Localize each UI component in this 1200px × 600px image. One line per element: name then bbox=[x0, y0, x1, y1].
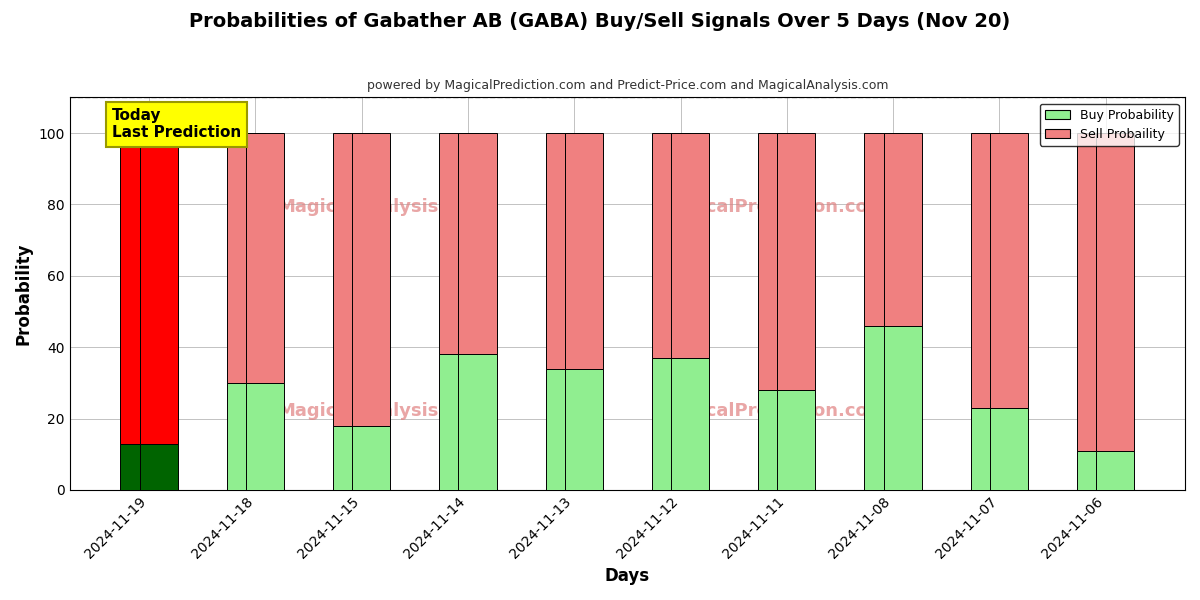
Bar bbox=[139, 133, 178, 443]
Bar bbox=[565, 133, 602, 368]
Bar bbox=[352, 425, 390, 490]
Bar bbox=[120, 133, 158, 443]
Bar bbox=[864, 326, 902, 490]
Bar bbox=[458, 355, 497, 490]
Bar bbox=[1076, 451, 1115, 490]
Text: MagicalAnalysis.com: MagicalAnalysis.com bbox=[277, 198, 487, 216]
Bar bbox=[971, 408, 1009, 490]
Bar bbox=[546, 368, 584, 490]
Bar bbox=[1096, 451, 1134, 490]
Bar bbox=[758, 390, 797, 490]
Bar bbox=[864, 133, 902, 326]
Bar bbox=[352, 133, 390, 425]
Bar bbox=[458, 133, 497, 355]
Bar bbox=[120, 443, 158, 490]
Bar bbox=[778, 390, 816, 490]
Bar bbox=[334, 425, 371, 490]
Bar bbox=[671, 133, 709, 358]
Y-axis label: Probability: Probability bbox=[14, 242, 34, 345]
Text: MagicalAnalysis.com: MagicalAnalysis.com bbox=[277, 403, 487, 421]
Bar bbox=[671, 358, 709, 490]
Text: MagicalPrediction.com: MagicalPrediction.com bbox=[658, 403, 887, 421]
Bar bbox=[883, 326, 922, 490]
X-axis label: Days: Days bbox=[605, 567, 650, 585]
Bar bbox=[246, 133, 284, 383]
Bar bbox=[778, 133, 816, 390]
Bar bbox=[652, 358, 690, 490]
Bar bbox=[758, 133, 797, 390]
Bar bbox=[139, 443, 178, 490]
Bar bbox=[565, 368, 602, 490]
Bar bbox=[246, 383, 284, 490]
Bar bbox=[652, 133, 690, 358]
Title: powered by MagicalPrediction.com and Predict-Price.com and MagicalAnalysis.com: powered by MagicalPrediction.com and Pre… bbox=[367, 79, 888, 92]
Text: MagicalPrediction.com: MagicalPrediction.com bbox=[658, 198, 887, 216]
Bar bbox=[439, 355, 478, 490]
Bar bbox=[227, 133, 265, 383]
Bar bbox=[883, 133, 922, 326]
Bar bbox=[334, 133, 371, 425]
Bar bbox=[439, 133, 478, 355]
Bar bbox=[1096, 133, 1134, 451]
Legend: Buy Probability, Sell Probaility: Buy Probability, Sell Probaility bbox=[1040, 104, 1178, 146]
Bar bbox=[990, 408, 1028, 490]
Bar bbox=[1076, 133, 1115, 451]
Text: Probabilities of Gabather AB (GABA) Buy/Sell Signals Over 5 Days (Nov 20): Probabilities of Gabather AB (GABA) Buy/… bbox=[190, 12, 1010, 31]
Bar bbox=[227, 383, 265, 490]
Bar bbox=[971, 133, 1009, 408]
Bar bbox=[546, 133, 584, 368]
Bar bbox=[990, 133, 1028, 408]
Text: Today
Last Prediction: Today Last Prediction bbox=[112, 108, 241, 140]
